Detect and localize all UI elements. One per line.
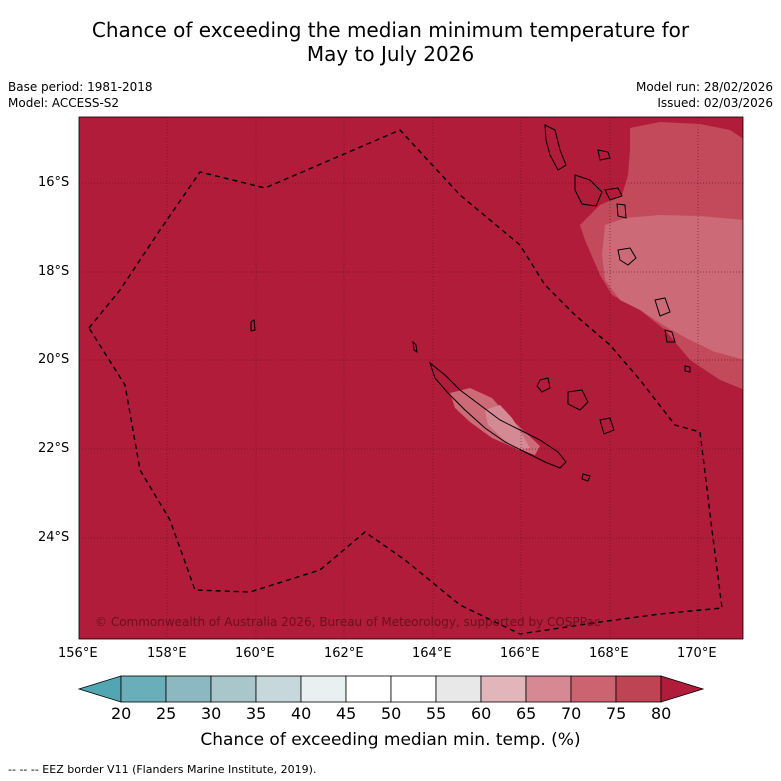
colorbar-label: 55 — [426, 704, 447, 723]
map-frame — [78, 116, 744, 640]
colorbar-segment — [570, 675, 617, 703]
meta-left: Base period: 1981-2018 Model: ACCESS-S2 — [8, 79, 153, 111]
map-area — [79, 117, 743, 639]
colorbar-label: 40 — [291, 704, 312, 723]
lon-tick-168e: 168°E — [589, 646, 629, 661]
vanuatu-island-8 — [664, 329, 676, 343]
colorbar-segment — [480, 675, 527, 703]
colorbar-label: 75 — [606, 704, 627, 723]
vanuatu-island-2 — [574, 174, 603, 207]
colorbar-segment — [390, 675, 437, 703]
map-title: Chance of exceeding the median minimum t… — [0, 18, 781, 66]
lon-tick-162e: 162°E — [324, 646, 364, 661]
colorbar-segment — [255, 675, 302, 703]
colorbar-segment — [120, 675, 167, 703]
colorbar-label: 35 — [246, 704, 267, 723]
colorbar-label: 20 — [111, 704, 132, 723]
colorbar-over-arrow — [660, 675, 705, 703]
issued-date: Issued: 02/03/2026 — [657, 96, 773, 110]
colorbar-segment — [345, 675, 392, 703]
vanuatu-island-1 — [544, 124, 567, 171]
colorbar-segment — [165, 675, 212, 703]
footnote: -- -- -- EEZ border V11 (Flanders Marine… — [8, 763, 317, 776]
vanuatu-island-4 — [604, 187, 623, 201]
lon-tick-166e: 166°E — [500, 646, 540, 661]
colorbar-segment — [300, 675, 347, 703]
colorbar-segment — [525, 675, 572, 703]
loyalty-island-2 — [567, 389, 589, 411]
lon-tick-160e: 160°E — [235, 646, 275, 661]
lat-tick-16s: 16°S — [38, 175, 70, 190]
colorbar-segment — [435, 675, 482, 703]
meta-right: Model run: 28/02/2026 Issued: 02/03/2026 — [636, 79, 773, 111]
colorbar-label: 60 — [471, 704, 492, 723]
vanuatu-island-3 — [597, 149, 611, 161]
vanuatu-island-6 — [617, 247, 637, 266]
islands — [250, 124, 691, 482]
copyright-text: © Commonwealth of Australia 2026, Bureau… — [95, 615, 600, 629]
colorbar-title: Chance of exceeding median min. temp. (%… — [200, 730, 581, 750]
lon-tick-164e: 164°E — [412, 646, 452, 661]
small-island-a — [250, 319, 256, 332]
lon-tick-170e: 170°E — [677, 646, 717, 661]
colorbar-label: 70 — [561, 704, 582, 723]
gridlines — [79, 117, 743, 639]
colorbar-label: 65 — [516, 704, 537, 723]
new-caledonia-island — [428, 361, 567, 469]
model-run: Model run: 28/02/2026 — [635, 80, 773, 94]
colorbar-label: 25 — [156, 704, 177, 723]
colorbar-under-arrow — [77, 675, 122, 703]
small-island-b — [412, 340, 418, 354]
vanuatu-island-5 — [616, 203, 627, 219]
loyalty-island-3 — [599, 417, 615, 435]
band-65-new-caledonia — [485, 405, 530, 450]
lat-tick-18s: 18°S — [38, 264, 70, 279]
colorbar-label: 45 — [336, 704, 357, 723]
colorbar-label: 80 — [651, 704, 672, 723]
model-name: Model: ACCESS-S2 — [8, 96, 120, 110]
colorbar — [77, 675, 705, 703]
colorbar-label: 30 — [201, 704, 222, 723]
title-line-1: Chance of exceeding the median minimum t… — [91, 18, 690, 42]
lat-tick-24s: 24°S — [38, 530, 70, 545]
lon-tick-156e: 156°E — [58, 646, 98, 661]
ile-des-pins — [581, 473, 591, 482]
vanuatu-island-7 — [654, 297, 671, 317]
loyalty-island-1 — [536, 377, 551, 393]
lon-tick-158e: 158°E — [147, 646, 187, 661]
colorbar-segment — [210, 675, 257, 703]
base-period: Base period: 1981-2018 — [8, 80, 153, 94]
vanuatu-island-9 — [684, 365, 691, 373]
lat-tick-20s: 20°S — [38, 352, 70, 367]
lat-tick-22s: 22°S — [38, 441, 70, 456]
colorbar-label: 50 — [381, 704, 402, 723]
colorbar-segment — [615, 675, 662, 703]
band-70-region — [602, 215, 743, 360]
title-line-2: May to July 2026 — [306, 42, 475, 66]
